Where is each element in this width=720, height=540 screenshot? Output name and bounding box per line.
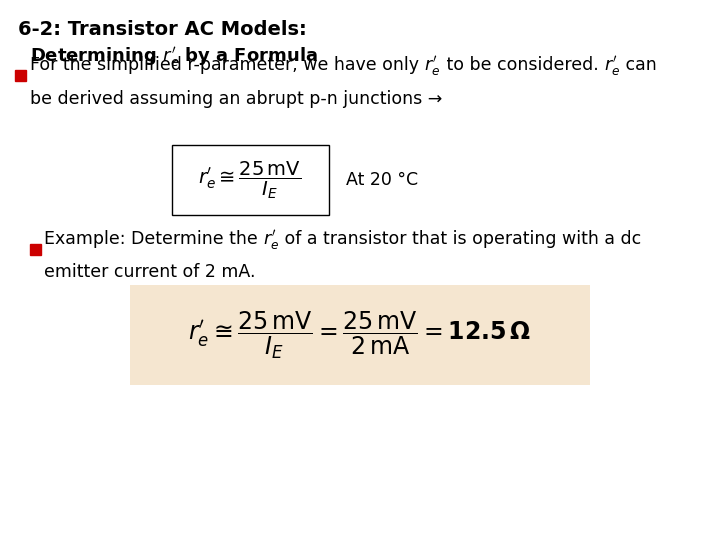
Text: $r_e^{\prime} \cong \dfrac{25\,\mathrm{mV}}{I_E} = \dfrac{25\,\mathrm{mV}}{2\,\m: $r_e^{\prime} \cong \dfrac{25\,\mathrm{m… (189, 309, 531, 361)
Text: At 20 °C: At 20 °C (346, 171, 418, 189)
Text: $r_e^{\prime}$: $r_e^{\prime}$ (264, 227, 279, 252)
FancyBboxPatch shape (171, 145, 328, 215)
Text: 6-2: Transistor AC Models:: 6-2: Transistor AC Models: (18, 20, 307, 39)
Text: Determining $r_e^{\prime}$ by a Formula: Determining $r_e^{\prime}$ by a Formula (30, 45, 318, 69)
Text: $r_e^{\prime}$: $r_e^{\prime}$ (604, 53, 620, 78)
Text: $r_e^{\prime} \cong \dfrac{25\,\mathrm{mV}}{I_E}$: $r_e^{\prime} \cong \dfrac{25\,\mathrm{m… (199, 159, 302, 201)
Text: be derived assuming an abrupt p-n junctions →: be derived assuming an abrupt p-n juncti… (30, 90, 442, 108)
Bar (15, 70, 26, 81)
Text: emitter current of 2 mA.: emitter current of 2 mA. (44, 263, 256, 281)
Text: For the simplified r-parameter, we have only: For the simplified r-parameter, we have … (30, 56, 425, 74)
Text: to be considered.: to be considered. (441, 56, 604, 74)
Bar (30, 244, 41, 255)
FancyBboxPatch shape (130, 285, 590, 385)
Text: of a transistor that is operating with a dc: of a transistor that is operating with a… (279, 230, 642, 248)
Text: Example: Determine the: Example: Determine the (44, 230, 264, 248)
Text: $r_e^{\prime}$: $r_e^{\prime}$ (425, 53, 441, 78)
Text: can: can (620, 56, 657, 74)
